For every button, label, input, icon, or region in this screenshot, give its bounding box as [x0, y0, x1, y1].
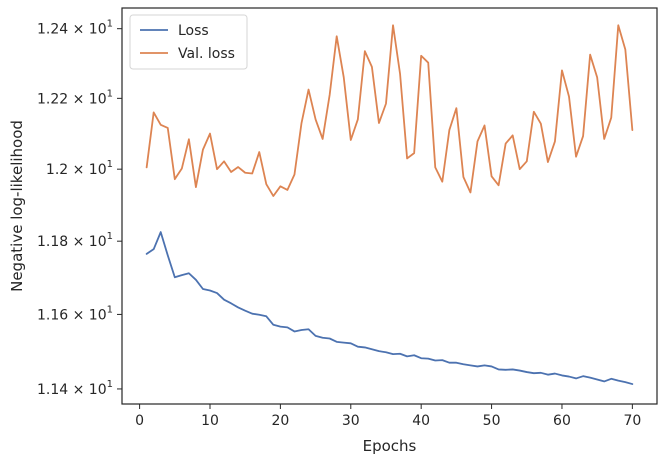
- y-tick-label: 1.14 × 101: [37, 379, 113, 398]
- legend-label-val-loss: Val. loss: [178, 46, 235, 62]
- x-tick-label: 60: [553, 413, 571, 429]
- x-tick-label: 50: [483, 413, 501, 429]
- series-layer: [145, 24, 634, 385]
- x-axis-label: Epochs: [363, 437, 417, 455]
- x-tick-label: 30: [342, 413, 360, 429]
- y-tick-label: 1.16 × 101: [37, 304, 113, 323]
- x-tick-label: 20: [271, 413, 289, 429]
- y-axis-ticks: 1.14 × 101 1.16 × 101 1.18 × 101 1.2 × 101 1…: [37, 19, 122, 398]
- y-tick-label: 1.2 × 101: [46, 159, 113, 178]
- x-tick-label: 10: [201, 413, 219, 429]
- x-axis-ticks: 0 10 20 30 40 50 60 70: [135, 404, 641, 429]
- series-line-1: [145, 24, 634, 197]
- y-tick-label: 1.18 × 101: [37, 231, 113, 250]
- y-axis-label: Negative log-likelihood: [8, 120, 26, 292]
- x-tick-label: 70: [623, 413, 641, 429]
- series-line-0: [145, 231, 634, 385]
- plot-frame: [121, 7, 658, 405]
- legend-label-loss: Loss: [178, 23, 209, 39]
- x-tick-label: 0: [135, 413, 144, 429]
- y-tick-label: 1.24 × 101: [37, 19, 113, 38]
- y-tick-label: 1.22 × 101: [37, 88, 113, 107]
- legend: Loss Val. loss: [129, 14, 248, 70]
- legend-box: [129, 14, 248, 70]
- x-tick-label: 40: [412, 413, 430, 429]
